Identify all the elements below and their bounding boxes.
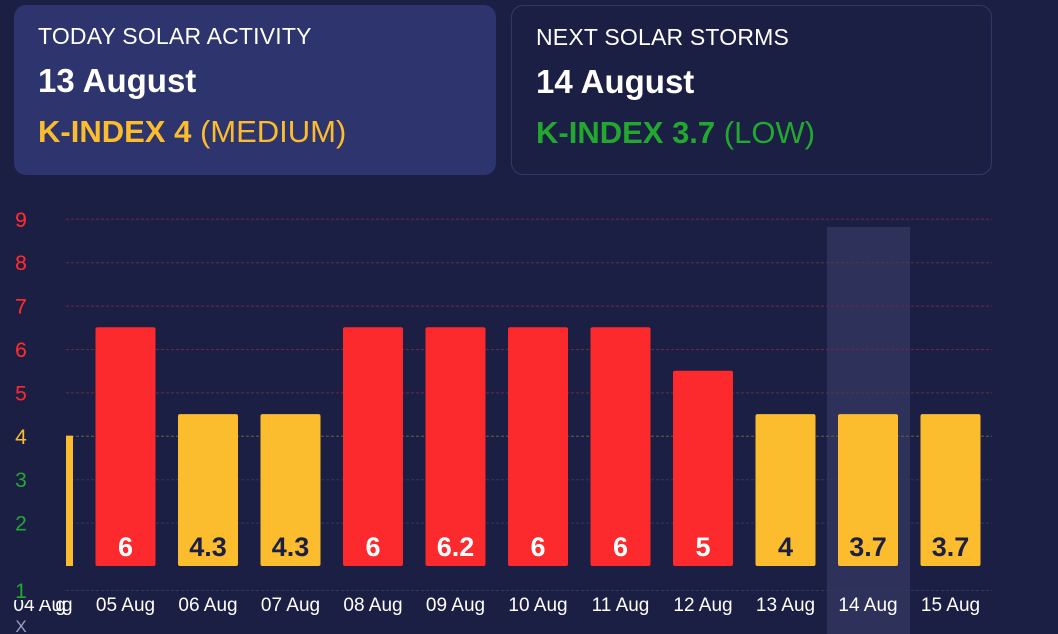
x-tick-label: 14 Aug <box>838 595 897 616</box>
bar <box>260 414 321 566</box>
today-activity-date: 13 August <box>38 62 197 99</box>
bar-value-label: 4.3 <box>189 532 227 562</box>
x-tick-label: 06 Aug <box>178 595 237 616</box>
next-k-index-level: (LOW) <box>723 115 816 150</box>
today-activity-card: TODAY SOLAR ACTIVITY 13 August K-INDEX 4… <box>14 5 496 175</box>
x-tick-label: 10 Aug <box>508 595 567 616</box>
bar-value-label: 3.7 <box>932 532 970 562</box>
bar-value-label: 4 <box>778 532 793 562</box>
next-storms-date: 14 August <box>536 63 695 100</box>
bar <box>425 327 486 566</box>
bar-value-label: 6 <box>613 532 628 562</box>
today-k-index-level: (MEDIUM) <box>199 114 347 149</box>
bar <box>755 414 816 566</box>
y-tick-label: 1 <box>15 580 27 603</box>
y-tick-label: 9 <box>15 209 27 232</box>
y-tick-label: 9 <box>15 209 27 232</box>
next-storms-card: NEXT SOLAR STORMS 14 August K-INDEX 3.7 … <box>511 5 992 175</box>
y-tick-label: 7 <box>15 296 27 319</box>
x-tick-label: 07 Aug <box>261 595 320 616</box>
y-tick-label: 8 <box>15 252 27 275</box>
x-tick-label: 12 Aug <box>673 595 732 616</box>
x-axis-marker: X <box>15 617 26 634</box>
bar-value-label: 6.2 <box>437 532 475 562</box>
bar <box>673 370 733 566</box>
y-tick-label: 7 <box>15 296 27 319</box>
x-tick-label: 13 Aug <box>756 595 815 616</box>
y-tick-label: 6 <box>15 339 27 362</box>
x-tick-label: 15 Aug <box>921 595 980 616</box>
y-tick-label: 6 <box>15 339 27 362</box>
bar-partial <box>66 435 73 566</box>
y-tick-label: 3 <box>15 469 27 492</box>
bar-value-label: 6 <box>530 532 545 562</box>
next-k-index-value: K-INDEX 3.7 <box>536 115 716 150</box>
y-tick-label: 8 <box>15 252 27 275</box>
bar-value-label: 3.7 <box>849 532 887 562</box>
bar-value-label: 6 <box>365 532 380 562</box>
bar <box>920 414 981 566</box>
bar <box>178 414 238 566</box>
k-index-bar-chart: 1 2 3 4 5 6 7 8 9 04 Aug 6 05 Aug 4.3 06 Aug 4.3 07 Aug… <box>0 209 992 634</box>
x-tick-label: 04 Aug <box>13 595 72 616</box>
bar-value-label: 5 <box>695 532 710 562</box>
x-tick-label-partial: g <box>55 595 66 616</box>
bar <box>838 414 898 566</box>
x-tick-label: 11 Aug <box>592 595 650 616</box>
next-k-index: K-INDEX 3.7 (LOW) <box>536 115 967 151</box>
x-tick-label: 09 Aug <box>426 595 485 616</box>
today-activity-label: TODAY SOLAR ACTIVITY <box>38 23 312 49</box>
bar <box>95 327 156 566</box>
next-storms-label: NEXT SOLAR STORMS <box>536 24 790 50</box>
bar <box>343 327 403 566</box>
bar <box>590 327 651 566</box>
y-tick-label: 5 <box>15 382 27 405</box>
bar <box>508 327 568 566</box>
today-k-index-value: K-INDEX 4 <box>38 114 192 149</box>
y-tick-label: 2 <box>15 513 27 536</box>
chart-left-mask <box>0 380 66 600</box>
bar-value-label: 6 <box>118 532 133 562</box>
bar-value-label: 4.3 <box>272 532 310 562</box>
today-k-index: K-INDEX 4 (MEDIUM) <box>38 114 472 150</box>
y-tick-label: 4 <box>15 426 27 449</box>
x-tick-label: 05 Aug <box>96 595 155 616</box>
x-tick-label: 08 Aug <box>343 595 402 616</box>
